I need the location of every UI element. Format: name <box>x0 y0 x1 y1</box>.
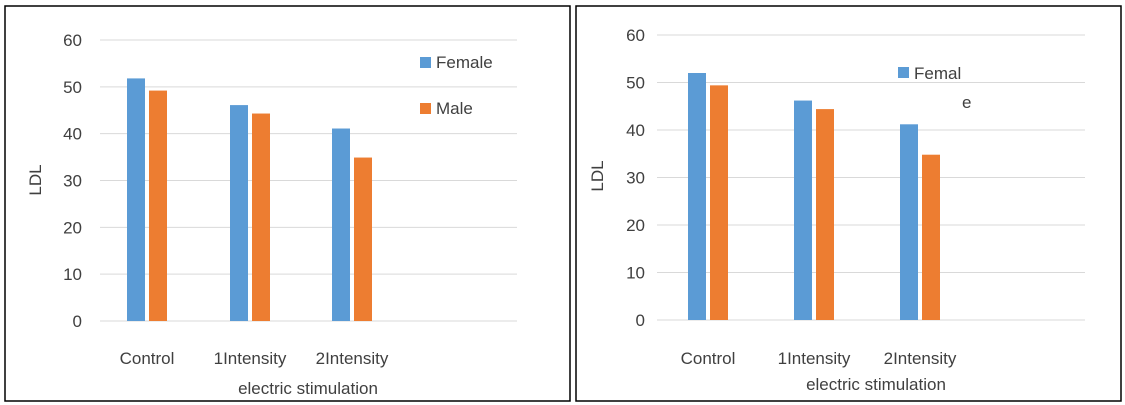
bar-left-male-2 <box>354 157 372 321</box>
bars-left <box>127 78 372 322</box>
bar-right-male-0 <box>710 85 728 320</box>
bar-left-male-1 <box>252 113 270 321</box>
x-tick-label-right-1: 1Intensity <box>778 349 851 368</box>
x-tick-label-right-0: Control <box>681 349 736 368</box>
bar-right-female-1 <box>794 100 812 320</box>
grid-right <box>657 34 1085 321</box>
chart-right: 0 10 20 30 40 50 60 Control 1Intensity 2Intensit… <box>575 5 1122 402</box>
legend-swatch-female-left <box>420 57 431 68</box>
legend-label-female-left: Female <box>436 53 493 72</box>
y-tick-label-left-4: 40 <box>63 125 82 144</box>
legend-swatch-female-right <box>898 67 909 78</box>
bar-right-male-1 <box>816 109 834 320</box>
y-axis-title-right: LDL <box>588 160 607 191</box>
x-ticks-left: Control 1Intensity 2Intensity <box>120 349 389 368</box>
y-tick-label-right-1: 10 <box>626 264 645 283</box>
x-tick-label-right-2: 2Intensity <box>884 349 957 368</box>
x-ticks-right: Control 1Intensity 2Intensity <box>681 349 957 368</box>
panel-border-right <box>575 5 1122 402</box>
y-tick-label-left-3: 30 <box>63 172 82 191</box>
panel-border-left <box>4 5 571 402</box>
chart-left: 0 10 20 30 40 50 60 Control 1Intensity 2Intensit… <box>4 5 571 402</box>
y-axis-title-left: LDL <box>26 164 45 195</box>
bar-left-female-1 <box>230 105 248 322</box>
bar-left-female-2 <box>332 128 350 321</box>
legend-left: Female Male <box>420 53 493 118</box>
y-tick-label-right-3: 30 <box>626 169 645 188</box>
x-tick-label-left-1: 1Intensity <box>214 349 287 368</box>
x-axis-title-left: electric stimulation <box>238 379 378 398</box>
bar-left-male-0 <box>149 90 167 321</box>
y-tick-label-left-1: 10 <box>63 265 82 284</box>
bar-right-male-2 <box>922 154 940 320</box>
y-tick-label-left-5: 50 <box>63 78 82 97</box>
y-tick-label-right-6: 60 <box>626 26 645 45</box>
x-tick-label-left-2: 2Intensity <box>316 349 389 368</box>
y-ticks-left: 0 10 20 30 40 50 60 <box>63 31 82 331</box>
bar-right-female-2 <box>900 124 918 320</box>
y-tick-label-right-0: 0 <box>636 311 645 330</box>
y-tick-label-left-0: 0 <box>73 312 82 331</box>
y-tick-label-left-2: 20 <box>63 218 82 237</box>
y-tick-label-right-2: 20 <box>626 216 645 235</box>
y-tick-label-right-5: 50 <box>626 74 645 93</box>
x-tick-label-left-0: Control <box>120 349 175 368</box>
bars-right <box>688 73 940 320</box>
y-tick-label-right-4: 40 <box>626 121 645 140</box>
bar-left-female-0 <box>127 78 145 321</box>
legend-right: Femal e <box>898 64 971 112</box>
legend-label-male-left: Male <box>436 99 473 118</box>
y-ticks-right: 0 10 20 30 40 50 60 <box>626 26 645 330</box>
bar-right-female-0 <box>688 73 706 320</box>
legend-label-female-right: Femal <box>914 64 961 83</box>
legend-label-female-wrap-right: e <box>962 93 971 112</box>
grid-left <box>100 39 517 322</box>
legend-swatch-male-left <box>420 103 431 114</box>
x-axis-title-right: electric stimulation <box>806 375 946 394</box>
y-tick-label-left-6: 60 <box>63 31 82 50</box>
